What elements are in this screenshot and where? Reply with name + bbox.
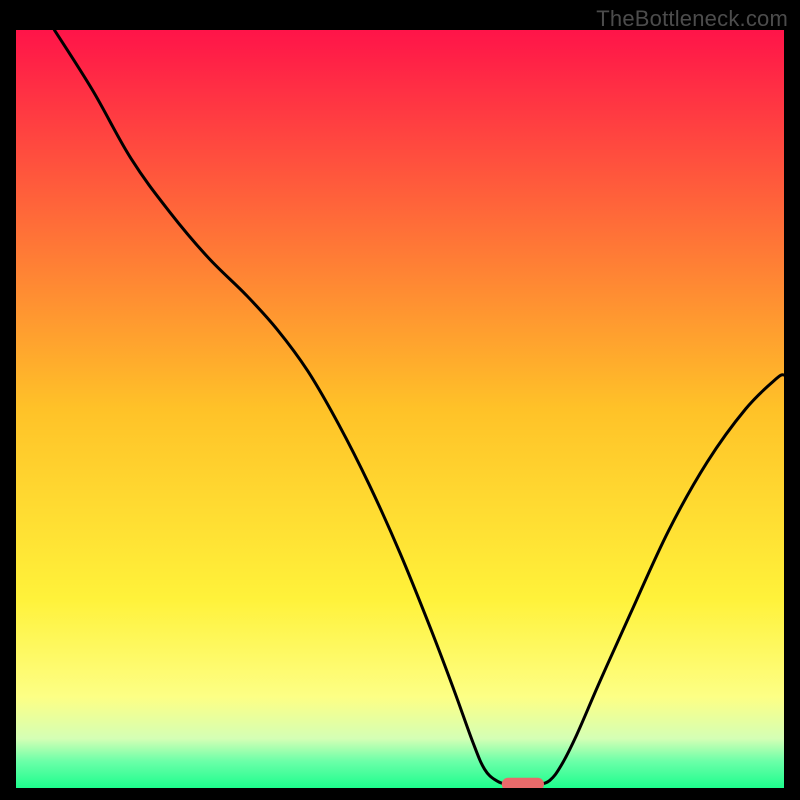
chart-svg — [16, 30, 784, 788]
watermark-text: TheBottleneck.com — [596, 6, 788, 32]
optimal-marker — [502, 778, 544, 788]
bottleneck-chart — [16, 30, 784, 788]
gradient-background — [16, 30, 784, 788]
